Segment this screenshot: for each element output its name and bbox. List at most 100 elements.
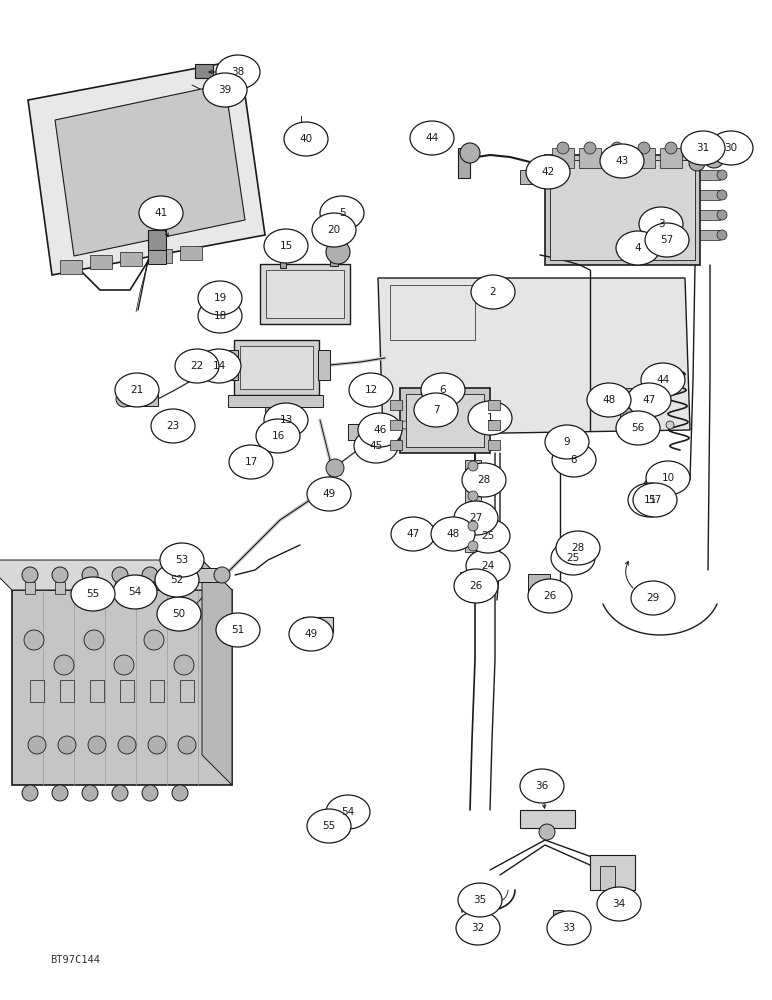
Ellipse shape (155, 563, 199, 597)
Circle shape (214, 567, 230, 583)
Circle shape (54, 655, 74, 675)
Circle shape (52, 567, 68, 583)
Circle shape (174, 655, 194, 675)
Text: 47: 47 (642, 395, 655, 405)
Text: 8: 8 (571, 455, 577, 465)
Text: 39: 39 (218, 85, 232, 95)
Bar (55, 582, 65, 594)
Ellipse shape (545, 425, 589, 459)
Text: 48: 48 (446, 529, 459, 539)
Ellipse shape (587, 383, 631, 417)
Bar (90, 255, 112, 269)
Ellipse shape (551, 541, 595, 575)
Circle shape (326, 459, 344, 477)
Circle shape (144, 630, 164, 650)
Bar (579, 148, 601, 168)
Text: 19: 19 (213, 293, 227, 303)
Circle shape (717, 190, 727, 200)
Circle shape (468, 541, 478, 551)
Bar (145, 582, 155, 594)
Bar (150, 249, 172, 263)
Text: 1: 1 (486, 413, 493, 423)
Text: 21: 21 (130, 385, 144, 395)
Bar (330, 242, 338, 266)
Bar (637, 388, 651, 400)
Bar (85, 582, 95, 594)
Bar (148, 230, 166, 250)
Text: 57: 57 (648, 495, 662, 505)
Bar (633, 148, 655, 168)
Text: 2: 2 (489, 287, 496, 297)
Circle shape (172, 785, 188, 801)
Circle shape (148, 736, 166, 754)
Circle shape (468, 461, 478, 471)
Text: 46: 46 (374, 425, 387, 435)
Text: 5: 5 (339, 208, 345, 218)
Ellipse shape (431, 517, 475, 551)
Text: 47: 47 (406, 529, 420, 539)
Circle shape (58, 736, 76, 754)
Ellipse shape (597, 887, 641, 921)
Ellipse shape (641, 363, 685, 397)
Circle shape (717, 170, 727, 180)
Ellipse shape (312, 213, 356, 247)
Text: BT97C144: BT97C144 (50, 955, 100, 965)
Bar (465, 540, 481, 552)
Bar (185, 568, 220, 582)
Text: 52: 52 (171, 575, 184, 585)
Ellipse shape (256, 419, 300, 453)
Bar (60, 680, 74, 702)
Ellipse shape (354, 429, 398, 463)
Text: 31: 31 (696, 143, 709, 153)
Text: 35: 35 (473, 895, 486, 905)
Circle shape (468, 521, 478, 531)
Circle shape (52, 785, 68, 801)
Circle shape (649, 485, 659, 495)
Ellipse shape (71, 577, 115, 611)
Text: 32: 32 (472, 923, 485, 933)
Circle shape (468, 491, 478, 501)
Text: 49: 49 (323, 489, 336, 499)
Ellipse shape (616, 231, 660, 265)
Ellipse shape (645, 223, 689, 257)
Ellipse shape (709, 131, 753, 165)
Ellipse shape (552, 443, 596, 477)
Text: 13: 13 (279, 415, 293, 425)
Ellipse shape (139, 196, 183, 230)
Ellipse shape (421, 373, 465, 407)
Text: 45: 45 (369, 441, 383, 451)
Ellipse shape (547, 911, 591, 945)
Polygon shape (28, 60, 265, 275)
Ellipse shape (391, 517, 435, 551)
Text: 56: 56 (631, 423, 645, 433)
Bar (120, 252, 142, 266)
Ellipse shape (466, 519, 510, 553)
Circle shape (704, 148, 724, 168)
Bar (545, 155, 700, 265)
Ellipse shape (639, 207, 683, 241)
Bar (226, 350, 238, 380)
Text: 34: 34 (612, 899, 625, 909)
Text: 54: 54 (128, 587, 141, 597)
Ellipse shape (616, 411, 660, 445)
Ellipse shape (203, 73, 247, 107)
Circle shape (689, 155, 705, 171)
Ellipse shape (264, 229, 308, 263)
Ellipse shape (289, 617, 333, 651)
Circle shape (172, 567, 188, 583)
Polygon shape (0, 560, 232, 590)
Circle shape (178, 736, 196, 754)
Text: 15: 15 (279, 241, 293, 251)
Bar (606, 148, 628, 168)
Circle shape (118, 736, 136, 754)
Ellipse shape (556, 531, 600, 565)
Text: 4: 4 (635, 243, 642, 253)
Circle shape (446, 421, 454, 429)
Bar (520, 810, 575, 828)
Bar (700, 190, 720, 200)
Ellipse shape (458, 883, 502, 917)
Text: 51: 51 (232, 625, 245, 635)
Circle shape (584, 142, 596, 154)
Bar (240, 346, 313, 389)
Text: 33: 33 (562, 923, 576, 933)
